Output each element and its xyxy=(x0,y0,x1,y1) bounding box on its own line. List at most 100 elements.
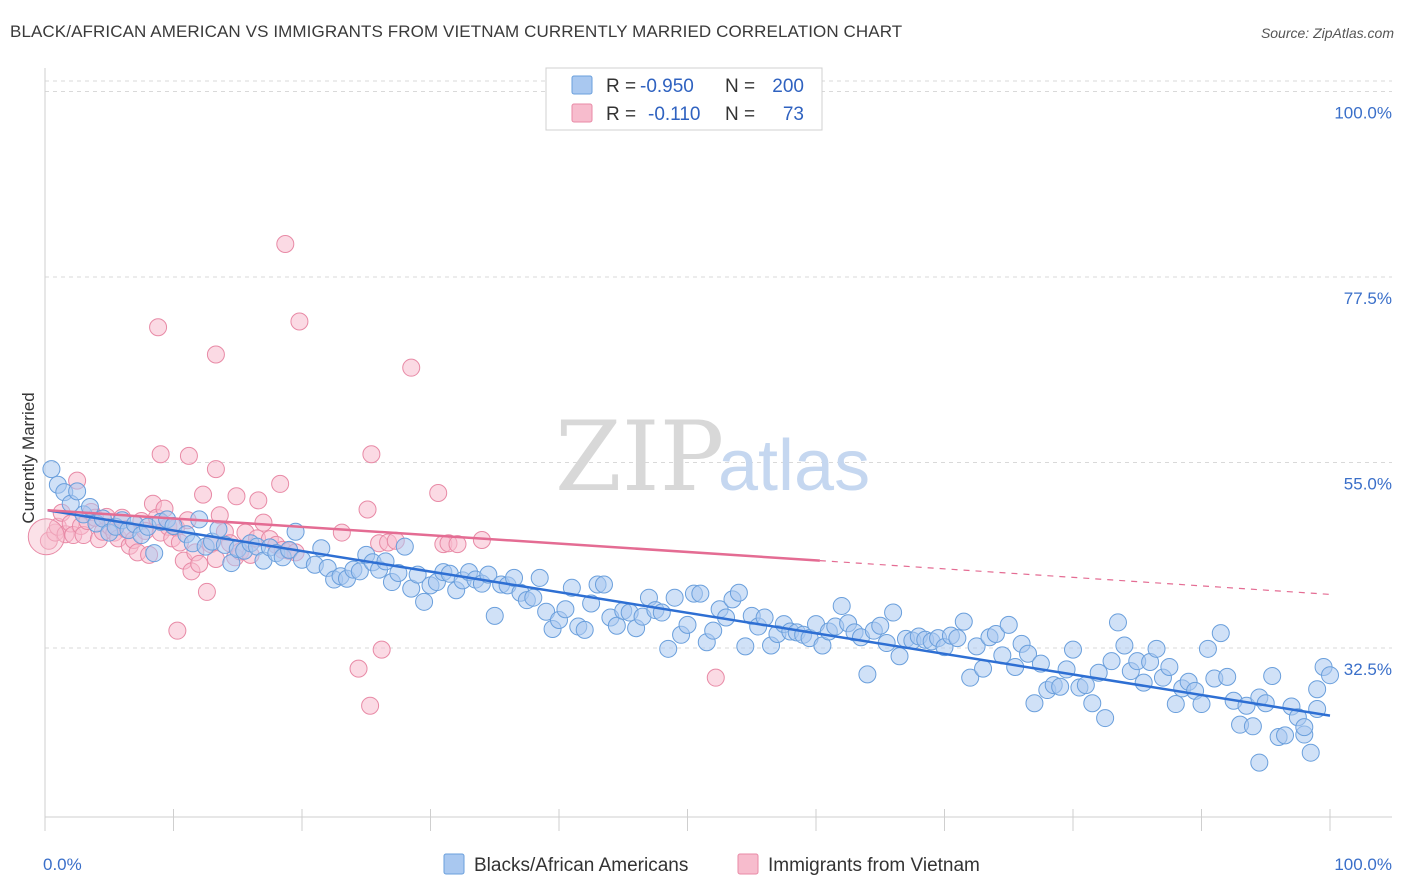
point-black xyxy=(986,624,1005,643)
point-black xyxy=(1211,624,1230,643)
source-label: Source: ZipAtlas.com xyxy=(1260,25,1394,41)
point-black xyxy=(575,620,594,639)
point-black xyxy=(1276,726,1295,745)
watermark: ZIP atlas xyxy=(555,401,870,513)
point-black xyxy=(1115,636,1134,655)
point-black xyxy=(350,562,369,581)
y-tick-labels: 32.5% 55.0% 77.5% 100.0% xyxy=(1334,103,1392,679)
point-black xyxy=(1096,709,1115,728)
point-vietnam xyxy=(206,460,225,479)
point-black xyxy=(1192,695,1211,714)
x-tick-label-min: 0.0% xyxy=(43,855,82,874)
bottom-legend-label-pink: Immigrants from Vietnam xyxy=(768,855,980,876)
legend-swatch-pink xyxy=(571,103,593,123)
y-tick-label: 77.5% xyxy=(1344,289,1392,308)
point-black xyxy=(961,668,980,687)
point-black xyxy=(1134,673,1153,692)
point-black xyxy=(395,537,414,556)
point-black xyxy=(537,602,556,621)
bottom-legend-swatch-pink xyxy=(737,853,759,875)
point-black xyxy=(1051,677,1070,696)
point-vietnam xyxy=(179,446,198,465)
point-vietnam xyxy=(271,474,290,493)
point-vietnam xyxy=(402,358,421,377)
point-vietnam xyxy=(249,491,268,510)
point-vietnam-large xyxy=(27,518,65,556)
point-black xyxy=(890,647,909,666)
point-black xyxy=(974,659,993,678)
point-black xyxy=(1218,667,1237,686)
trend-line-black xyxy=(47,509,1331,717)
point-black xyxy=(562,578,581,597)
point-black xyxy=(485,606,504,625)
bottom-legend-swatch-blue xyxy=(443,853,465,875)
point-black xyxy=(1263,667,1282,686)
legend-r-value-1: -0.950 xyxy=(640,76,694,97)
point-black xyxy=(954,612,973,631)
point-black xyxy=(505,568,524,587)
point-black xyxy=(524,588,543,607)
point-black xyxy=(1295,718,1314,737)
trend-lines xyxy=(47,509,1331,717)
point-black xyxy=(858,665,877,684)
point-vietnam xyxy=(194,485,213,504)
y-tick-label: 55.0% xyxy=(1344,474,1392,493)
point-black xyxy=(1166,695,1185,714)
legend-n-value-1: 200 xyxy=(772,76,804,97)
series-black-points xyxy=(42,460,1339,772)
point-vietnam xyxy=(372,640,391,659)
point-black xyxy=(1147,639,1166,658)
watermark-zip: ZIP xyxy=(555,401,724,513)
y-tick-label: 32.5% xyxy=(1344,660,1392,679)
point-black xyxy=(1198,639,1217,658)
point-black xyxy=(691,584,710,603)
point-black xyxy=(594,575,613,594)
point-black xyxy=(1301,743,1320,762)
point-vietnam xyxy=(448,535,467,554)
point-vietnam xyxy=(254,513,273,532)
point-vietnam xyxy=(151,445,170,464)
point-black xyxy=(556,600,575,619)
point-black xyxy=(415,592,434,611)
legend-n-label-1: N = xyxy=(725,76,755,97)
point-black xyxy=(1108,613,1127,632)
point-vietnam xyxy=(149,318,168,337)
point-black xyxy=(1083,694,1102,713)
trend-line-vietnam xyxy=(47,509,820,562)
point-vietnam xyxy=(332,523,351,542)
point-black xyxy=(704,621,723,640)
point-black xyxy=(530,568,549,587)
point-black xyxy=(729,583,748,602)
point-black xyxy=(1160,657,1179,676)
axes xyxy=(44,68,1392,831)
top-legend: R = -0.950 N = 200 R = -0.110 N = 73 xyxy=(545,67,823,131)
point-vietnam xyxy=(168,621,187,640)
legend-r-value-2: -0.110 xyxy=(648,104,700,125)
chart-title: BLACK/AFRICAN AMERICAN VS IMMIGRANTS FRO… xyxy=(10,22,903,41)
point-black xyxy=(80,498,99,517)
point-vietnam xyxy=(206,345,225,364)
x-tick-labels: 0.0% 100.0% xyxy=(43,855,1392,874)
point-black xyxy=(145,544,164,563)
point-black xyxy=(42,460,61,479)
point-black xyxy=(68,482,87,501)
point-black xyxy=(832,596,851,615)
bottom-legend: Blacks/African Americans Immigrants from… xyxy=(443,853,980,876)
trend-line-vietnam-extension xyxy=(819,559,1331,595)
x-tick-label-max: 100.0% xyxy=(1334,855,1392,874)
legend-n-value-2: 73 xyxy=(783,104,804,125)
point-vietnam xyxy=(290,312,309,331)
point-black xyxy=(1025,694,1044,713)
point-black xyxy=(659,639,678,658)
bottom-legend-label-blue: Blacks/African Americans xyxy=(474,855,688,876)
point-black xyxy=(1019,644,1038,663)
point-black xyxy=(665,588,684,607)
watermark-atlas: atlas xyxy=(718,426,870,506)
point-vietnam xyxy=(227,487,246,506)
point-black xyxy=(1308,680,1327,699)
point-black xyxy=(1321,666,1339,685)
point-black xyxy=(967,637,986,656)
legend-r-label-1: R = xyxy=(606,76,636,97)
point-black xyxy=(736,637,755,656)
